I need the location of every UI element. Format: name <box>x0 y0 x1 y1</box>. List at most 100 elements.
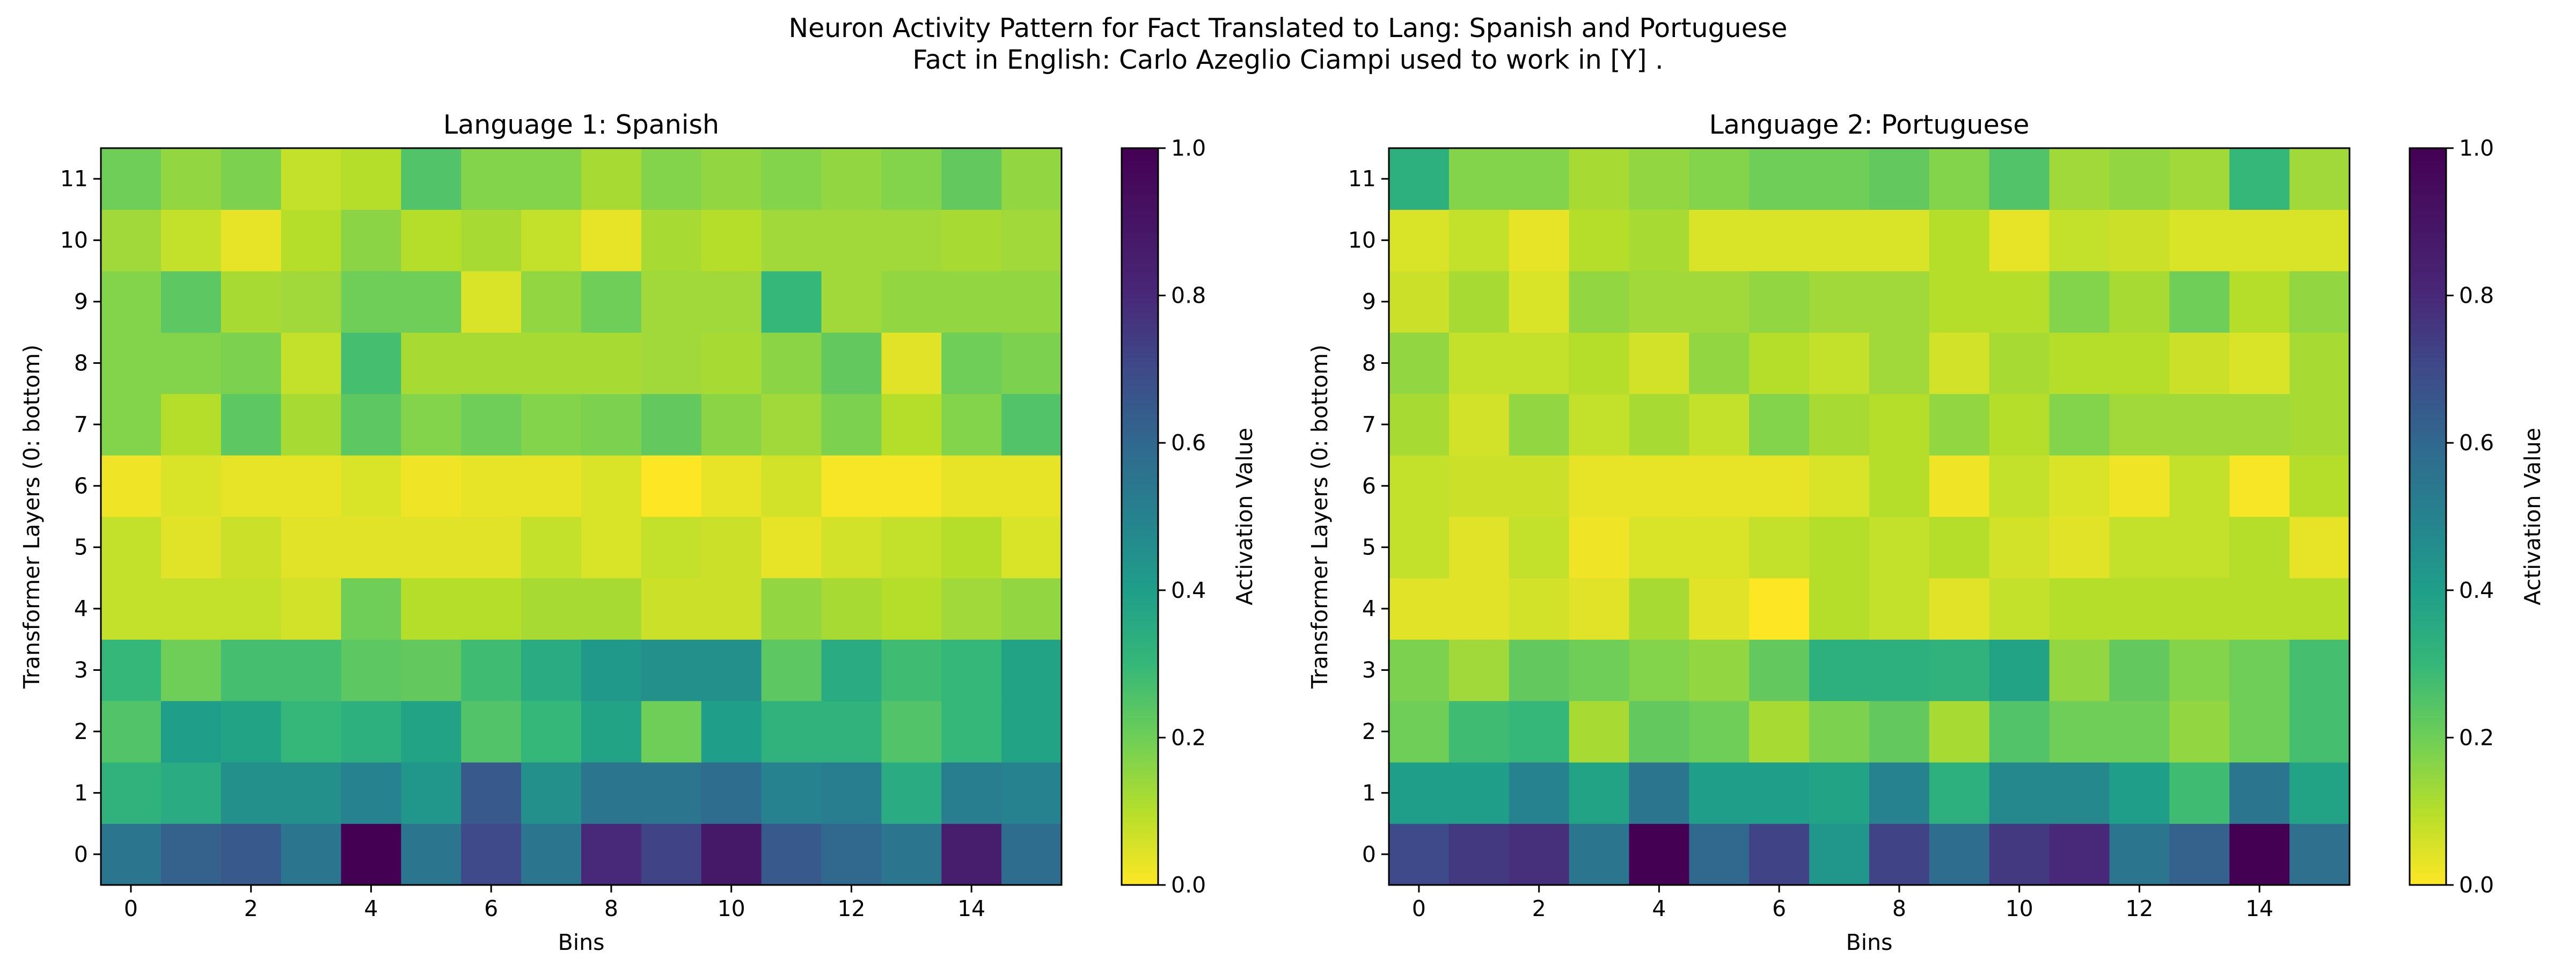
heatmap-cell <box>2049 762 2110 824</box>
heatmap-cell <box>160 577 222 640</box>
heatmap-cell <box>761 332 822 394</box>
heatmap-cell <box>701 577 762 640</box>
x-tick-label: 10 <box>2006 896 2033 921</box>
heatmap-cell <box>1869 823 1930 885</box>
x-tick-label: 4 <box>364 896 378 921</box>
heatmap-cell <box>1509 762 1570 824</box>
heatmap-cell <box>1809 455 1870 517</box>
heatmap-cell <box>1989 393 2050 456</box>
heatmap-cell <box>1629 270 1689 333</box>
heatmap-cell <box>641 762 702 824</box>
heatmap-cell <box>2229 577 2290 640</box>
heatmap-cell <box>581 332 642 394</box>
heatmap-cell <box>221 209 282 272</box>
heatmap-cell <box>101 393 162 456</box>
heatmap-cell <box>1001 332 1062 394</box>
heatmap-cell <box>341 639 401 701</box>
plot-frame <box>1388 147 2351 886</box>
heatmap-cell <box>101 332 162 394</box>
heatmap-cell <box>1929 577 1990 640</box>
y-tick-label: 6 <box>1362 473 1376 499</box>
x-tick-label: 14 <box>957 896 985 921</box>
heatmap-cell <box>1689 148 1750 210</box>
heatmap-cell <box>581 823 642 885</box>
heatmap-cell <box>521 516 582 579</box>
heatmap-cell <box>1749 516 1810 579</box>
heatmap-cell <box>641 393 702 456</box>
heatmap-cell <box>2109 270 2170 333</box>
heatmap-cell <box>1929 516 1990 579</box>
heatmap-cell <box>2289 577 2350 640</box>
heatmap-cell <box>2049 700 2110 763</box>
heatmap-cell <box>281 700 342 763</box>
heatmap-cell <box>1929 332 1990 394</box>
heatmap-cell <box>221 639 282 701</box>
heatmap-cell <box>2289 148 2350 210</box>
heatmap-cell <box>1448 148 1510 210</box>
heatmap-cell <box>2169 209 2230 272</box>
heatmap-cell <box>2109 455 2170 517</box>
heatmap-cell <box>1569 577 1630 640</box>
heatmap-cell <box>1389 577 1450 640</box>
heatmap-cell <box>101 455 162 517</box>
heatmap-cell <box>881 577 942 640</box>
heatmap-cell <box>581 639 642 701</box>
heatmap-cell <box>401 270 462 333</box>
heatmap-cell <box>2049 823 2110 885</box>
heatmap-cell <box>1689 516 1750 579</box>
heatmap-cell <box>521 639 582 701</box>
heatmap-cell <box>1689 700 1750 763</box>
heatmap-cell <box>1569 639 1630 701</box>
y-tick-label: 1 <box>1362 780 1376 806</box>
heatmap-cell <box>581 270 642 333</box>
heatmap-cell <box>1809 700 1870 763</box>
heatmap-cell <box>281 270 342 333</box>
heatmap-cell <box>881 639 942 701</box>
heatmap-cell <box>221 455 282 517</box>
heatmap-cell <box>701 762 762 824</box>
heatmap-cell <box>2289 332 2350 394</box>
heatmap-cell <box>761 516 822 579</box>
heatmap-cell <box>2289 823 2350 885</box>
heatmap-cell <box>281 639 342 701</box>
heatmap-cell <box>941 393 1002 456</box>
y-tick-label: 0 <box>1362 841 1376 867</box>
heatmap-cell <box>1749 393 1810 456</box>
heatmap-cell <box>641 700 702 763</box>
y-tick-label: 0 <box>74 841 88 867</box>
heatmap-cell <box>101 577 162 640</box>
heatmap-cell <box>1989 762 2050 824</box>
heatmap-cell <box>461 393 522 456</box>
heatmap-cell <box>1389 823 1450 885</box>
heatmap-cell <box>1929 700 1990 763</box>
y-tick-label: 8 <box>74 350 88 376</box>
heatmap-cell <box>701 393 762 456</box>
heatmap-cell <box>1569 332 1630 394</box>
heatmap-cell <box>281 516 342 579</box>
y-tick-label: 10 <box>60 228 88 253</box>
heatmap-cell <box>1448 700 1510 763</box>
heatmap-cell <box>821 393 882 456</box>
heatmap-cell <box>1749 332 1810 394</box>
colorbar <box>1122 148 1158 885</box>
heatmap-cell <box>1929 455 1990 517</box>
heatmap-cell <box>581 393 642 456</box>
heatmap-cell <box>1809 332 1870 394</box>
heatmap-cell <box>1509 332 1570 394</box>
heatmap-cell <box>461 823 522 885</box>
heatmap-cell <box>2109 516 2170 579</box>
heatmap-cell <box>1929 639 1990 701</box>
colorbar-tick-label: 1.0 <box>1171 135 1206 161</box>
heatmap-cell <box>2229 270 2290 333</box>
heatmap-cell <box>761 455 822 517</box>
heatmap-cell <box>1569 393 1630 456</box>
heatmap-cell <box>1869 516 1930 579</box>
heatmap-cell <box>2049 455 2110 517</box>
heatmap-cell <box>2169 516 2230 579</box>
heatmap-cell <box>221 332 282 394</box>
heatmap-cell <box>941 516 1002 579</box>
heatmap-cell <box>1869 209 1930 272</box>
heatmap-cell <box>1001 700 1062 763</box>
heatmap-cell <box>1448 639 1510 701</box>
heatmap-cell <box>2289 762 2350 824</box>
